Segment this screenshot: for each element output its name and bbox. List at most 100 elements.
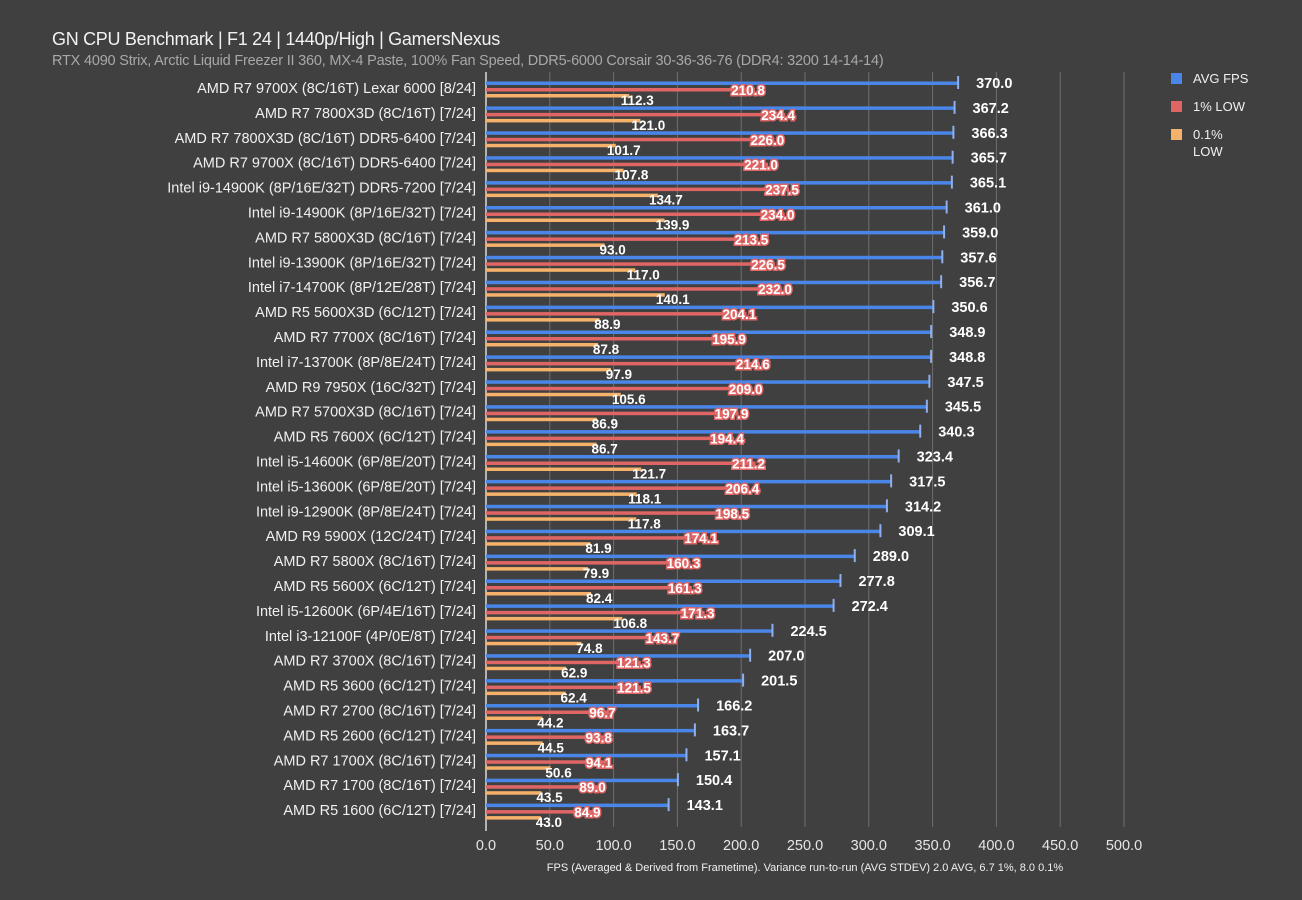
low-1pct-label: 195.9 (712, 332, 746, 347)
low-1pct-bar (486, 561, 691, 565)
category-label: Intel i5-14600K (6P/8E/20T) [7/24] (256, 455, 476, 471)
avg-fps-label: 361.0 (965, 201, 1001, 217)
avg-fps-label: 309.1 (898, 524, 934, 540)
category-label: AMD R5 2600 (6C/12T) [7/24] (283, 728, 476, 744)
low-01pct-bar (486, 616, 623, 621)
avg-fps-bar (486, 679, 744, 683)
avg-fps-label: 348.8 (949, 350, 985, 366)
avg-fps-label: 348.9 (949, 325, 985, 341)
low-1pct-label: 206.4 (725, 481, 759, 496)
low-1pct-label: 210.8 (731, 83, 765, 98)
low-01pct-bar (486, 816, 541, 820)
avg-fps-label: 289.0 (873, 549, 909, 565)
category-label: AMD R7 5800X3D (8C/16T) [7/24] (255, 230, 476, 246)
avg-fps-label: 272.4 (852, 599, 888, 615)
category-label: AMD R5 5600X3D (6C/12T) [7/24] (255, 305, 476, 321)
low-01pct-bar (486, 168, 624, 173)
low-01pct-bar (486, 118, 641, 123)
avg-fps-label: 157.1 (704, 748, 740, 764)
low-01pct-label: 117.8 (628, 516, 662, 531)
avg-fps-label: 366.3 (971, 126, 1007, 142)
low-1pct-bar (486, 685, 642, 690)
avg-fps-bar (486, 330, 932, 334)
avg-fps-bar (486, 280, 942, 285)
low-01pct-label: 86.7 (591, 442, 617, 457)
avg-fps-bar (486, 504, 887, 509)
low-1pct-bar (486, 486, 750, 490)
category-label: AMD R5 5600X (6C/12T) [7/24] (274, 579, 476, 595)
avg-fps-bar (486, 704, 699, 708)
low-01pct-label: 121.0 (631, 118, 665, 133)
avg-fps-bar (486, 405, 927, 409)
low-1pct-label: 221.0 (744, 158, 778, 173)
low-01pct-bar (486, 293, 665, 297)
low-1pct-bar (486, 411, 739, 416)
category-label: Intel i9-13900K (8P/16E/32T) [7/24] (248, 255, 476, 271)
chart-subtitle: RTX 4090 Strix, Arctic Liquid Freezer II… (52, 53, 884, 69)
low-1pct-bar (486, 735, 606, 739)
low-1pct-label: 93.8 (586, 730, 613, 745)
avg-fps-label: 357.6 (960, 250, 996, 266)
category-label: Intel i9-14900K (8P/16E/32T) [7/24] (248, 206, 476, 222)
avg-fps-label: 345.5 (945, 400, 981, 416)
x-tick-label: 250.0 (787, 838, 823, 854)
legend-swatch-01pct (1171, 129, 1182, 140)
legend-label-1pct: 1% LOW (1193, 99, 1246, 114)
low-1pct-label: 198.5 (715, 506, 749, 521)
low-01pct-bar (486, 143, 616, 148)
category-label: AMD R7 3700X (8C/16T) [7/24] (274, 654, 476, 670)
low-1pct-label: 226.0 (750, 133, 784, 148)
low-01pct-label: 82.4 (586, 591, 613, 606)
low-01pct-bar (486, 492, 637, 496)
low-1pct-bar (486, 287, 783, 291)
low-1pct-bar (486, 586, 692, 590)
x-tick-label: 100.0 (595, 838, 631, 854)
low-1pct-label: 234.4 (761, 108, 795, 123)
low-1pct-label: 160.3 (667, 556, 701, 571)
category-label: AMD R7 7800X3D (8C/16T) [7/24] (255, 106, 476, 122)
x-tick-label: 0.0 (476, 838, 496, 854)
avg-fps-label: 314.2 (905, 499, 941, 515)
low-01pct-bar (486, 691, 566, 696)
category-label: AMD R5 7600X (6C/12T) [7/24] (274, 430, 476, 446)
legend-swatch-1pct (1171, 101, 1182, 112)
category-label: AMD R7 5800X (8C/16T) [7/24] (274, 554, 476, 570)
low-1pct-bar (486, 810, 595, 814)
avg-fps-bar (486, 206, 947, 210)
low-01pct-label: 62.9 (561, 666, 587, 681)
category-label: Intel i7-14700K (8P/12E/28T) [7/24] (248, 280, 476, 296)
low-1pct-bar (486, 361, 760, 366)
low-01pct-bar (486, 641, 582, 646)
category-label: AMD R7 2700 (8C/16T) [7/24] (283, 704, 476, 720)
avg-fps-bar (486, 355, 932, 359)
low-01pct-bar (486, 567, 588, 571)
low-1pct-label: 226.5 (751, 257, 785, 272)
low-01pct-bar (486, 193, 658, 198)
low-1pct-label: 209.0 (729, 382, 763, 397)
x-tick-label: 300.0 (851, 838, 887, 854)
avg-fps-bar (486, 778, 678, 783)
low-1pct-bar (486, 436, 735, 441)
low-01pct-label: 88.9 (594, 317, 620, 332)
low-1pct-bar (486, 536, 709, 540)
low-01pct-bar (486, 592, 592, 596)
avg-fps-bar (486, 305, 934, 310)
x-tick-label: 350.0 (914, 838, 950, 854)
low-1pct-bar (486, 112, 786, 117)
low-01pct-label: 97.9 (606, 367, 632, 382)
low-1pct-label: 214.6 (736, 357, 770, 372)
avg-fps-label: 143.1 (687, 798, 723, 814)
avg-fps-bar (486, 230, 945, 235)
low-1pct-label: 96.7 (589, 706, 615, 721)
avg-fps-label: 150.4 (696, 773, 732, 789)
avg-fps-label: 201.5 (761, 674, 797, 690)
low-01pct-label: 101.7 (607, 143, 641, 158)
category-label: AMD R7 9700X (8C/16T) Lexar 6000 [8/24] (197, 81, 476, 97)
avg-fps-bar (486, 430, 921, 434)
avg-fps-label: 350.6 (951, 300, 987, 316)
legend-swatch-avg (1171, 73, 1182, 84)
low-01pct-bar (486, 791, 542, 795)
category-label: Intel i7-13700K (8P/8E/24T) [7/24] (256, 355, 476, 371)
low-1pct-label: 237.5 (765, 183, 799, 198)
